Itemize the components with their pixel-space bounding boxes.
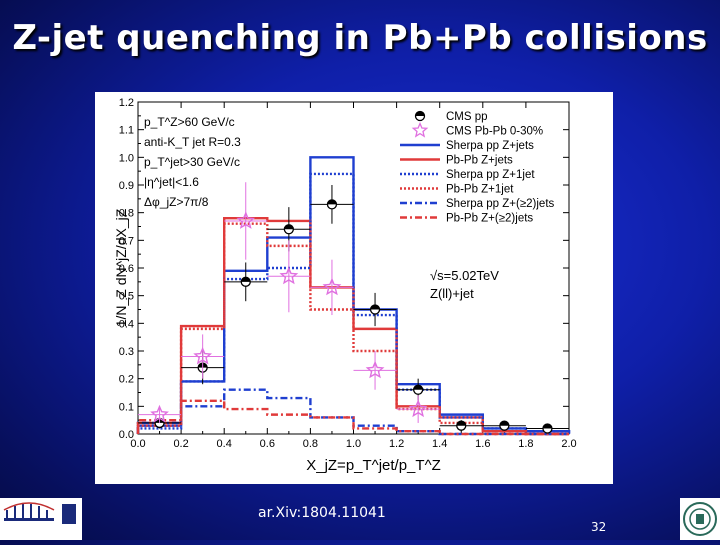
x-tick-label: 0.8 xyxy=(303,438,318,450)
series-1-point xyxy=(408,399,428,418)
series-1-point xyxy=(150,404,169,423)
series-0-point-fill xyxy=(456,421,466,426)
series-0-point-fill xyxy=(284,224,294,230)
series-0-point-fill xyxy=(542,423,552,429)
plot-panel: 0.0 0.2 0.4 0.6 0.8 1.0 1.2 1.4 1.6 1.8 2.0 0.0 0.1 0… xyxy=(95,92,613,484)
legend-label: Sherpa pp Z+jets xyxy=(446,140,534,152)
chart-svg: 0.0 0.2 0.4 0.6 0.8 1.0 1.2 1.4 1.6 1.8 2.0 0.0 0.1 0… xyxy=(113,97,577,474)
y-tick-label: 0.1 xyxy=(119,401,134,413)
cut-label: p_T^Z>60 GeV/c xyxy=(144,115,235,129)
series-1-point xyxy=(236,211,256,229)
y-tick-label: 1.0 xyxy=(119,152,134,164)
series-0-point-fill xyxy=(499,421,509,426)
legend-label: Sherpa pp Z+1jet xyxy=(446,169,535,181)
citation: ar.Xiv:1804.11041 xyxy=(258,505,386,521)
legend-label: Pb-Pb Z+(≥2)jets xyxy=(446,213,533,225)
series-0-point-fill xyxy=(327,199,337,205)
legend-label: Pb-Pb Z+jets xyxy=(446,155,513,167)
x-tick-label: 1.6 xyxy=(475,438,490,450)
series-1-point xyxy=(279,266,299,285)
x-tick-label: 0.2 xyxy=(173,438,188,450)
legend-label: CMS Pb-Pb 0-30% xyxy=(446,126,543,138)
series-1-point xyxy=(365,360,385,379)
cut-label: anti-K_T jet R=0.3 xyxy=(144,135,241,149)
y-tick-label: 0.4 xyxy=(119,318,134,330)
x-tick-label: 0.4 xyxy=(217,438,232,450)
cut-label: p_T^jet>30 GeV/c xyxy=(144,155,240,169)
series-0-point-fill xyxy=(413,385,423,390)
x-axis-label: X_jZ=p_T^jet/p_T^Z xyxy=(306,457,441,474)
x-tick-label: 0.0 xyxy=(130,438,145,450)
y-tick-label: 0.3 xyxy=(119,346,134,358)
x-tick-label: 1.2 xyxy=(389,438,404,450)
series-7-hist xyxy=(136,399,569,436)
legend-label: Pb-Pb Z+1jet xyxy=(446,184,514,196)
y-tick-label: 0.6 xyxy=(119,263,134,275)
y-tick-label: 0.0 xyxy=(119,429,134,441)
legend-marker xyxy=(411,121,429,138)
series-1-point xyxy=(322,277,342,296)
x-tick-label: 2.0 xyxy=(561,438,576,450)
university-seal-logo xyxy=(680,498,720,540)
y-tick-label: 0.8 xyxy=(119,208,134,220)
legend-marker-fill xyxy=(415,111,425,116)
x-tick-label: 0.6 xyxy=(260,438,275,450)
berkeley-lab-logo xyxy=(0,498,82,540)
x-tick-label: 1.4 xyxy=(432,438,447,450)
y-tick-label: 0.9 xyxy=(119,180,134,192)
y-tick-label: 0.7 xyxy=(119,235,134,247)
process-label: Z(ll)+jet xyxy=(430,286,474,301)
legend-label: CMS pp xyxy=(446,111,488,123)
legend-label: Sherpa pp Z+(≥2)jets xyxy=(446,198,555,210)
slide-title: Z-jet quenching in Pb+Pb collisions xyxy=(12,18,708,58)
series-0-point-fill xyxy=(370,305,380,310)
y-tick-label: 1.1 xyxy=(119,125,134,137)
y-tick-label: 0.5 xyxy=(119,291,134,303)
x-tick-label: 1.8 xyxy=(518,438,533,450)
page-number: 32 xyxy=(591,520,607,534)
y-tick-label: 0.2 xyxy=(119,374,134,386)
series-1-point xyxy=(193,346,213,365)
energy-label: √s=5.02TeV xyxy=(430,268,499,283)
x-tick-label: 1.0 xyxy=(346,438,361,450)
y-axis-label: 1/N_Z dN^jZ/dX_jZ xyxy=(113,208,129,327)
y-tick-label: 1.2 xyxy=(119,97,134,109)
series-0-point-fill xyxy=(241,277,251,282)
cut-label: Δφ_jZ>7π/8 xyxy=(144,195,209,209)
cut-label: |η^jet|<1.6 xyxy=(144,175,199,189)
